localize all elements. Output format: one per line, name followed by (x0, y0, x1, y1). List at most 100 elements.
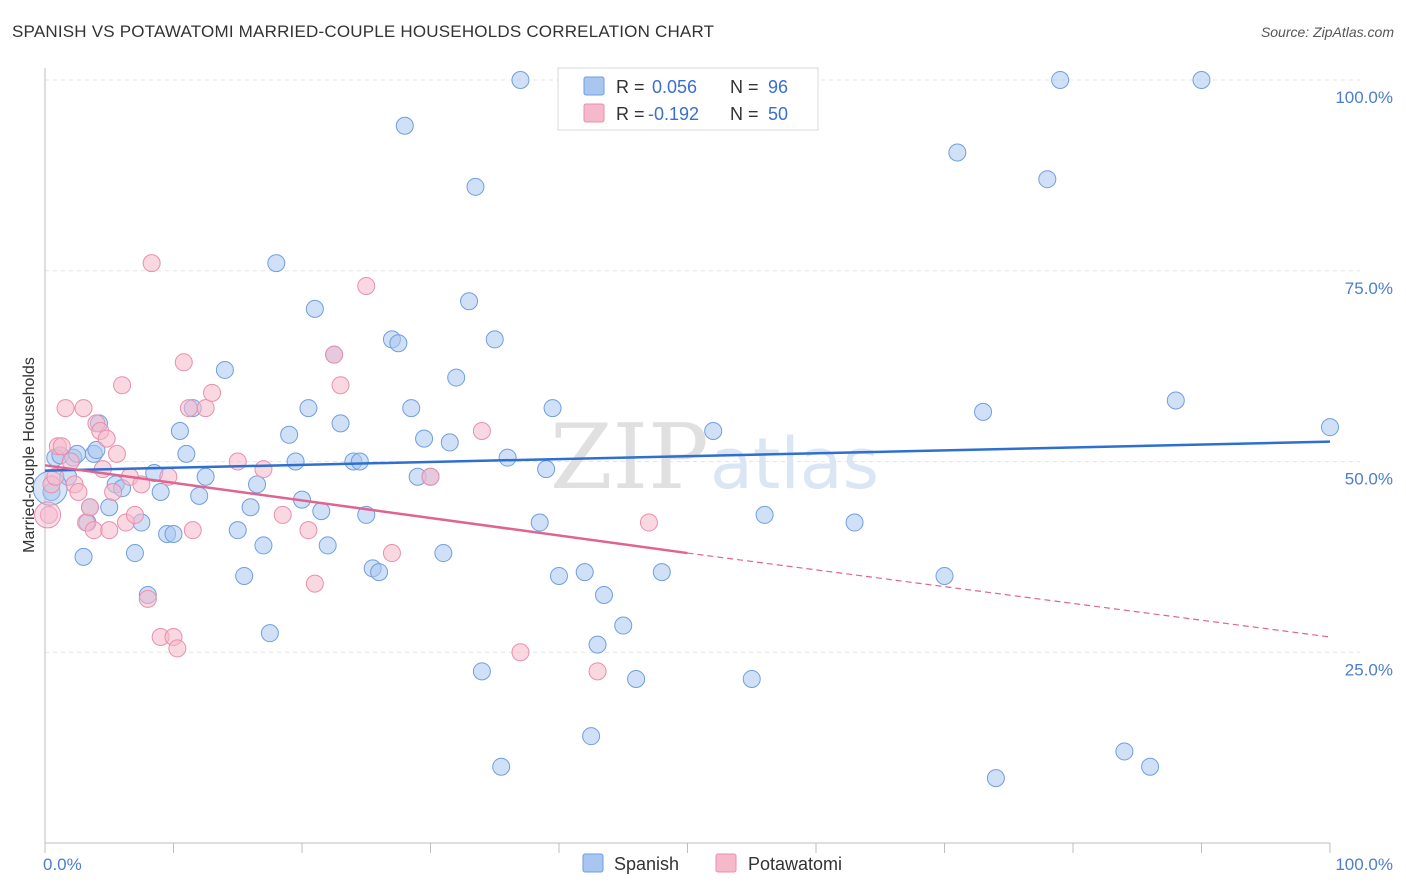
x-tick-label: 0.0% (43, 855, 82, 874)
spanish-point (267, 254, 286, 273)
trend-lines (44, 440, 1331, 638)
spanish-point (466, 177, 485, 196)
spanish-point (1192, 71, 1211, 89)
legend-n-label: N = (730, 77, 759, 97)
potawatomi-point (588, 662, 607, 681)
spanish-point (331, 414, 350, 433)
y-tick-label: 100.0% (1335, 88, 1393, 107)
potawatomi-point (84, 521, 103, 540)
spanish-point (318, 536, 337, 555)
potawatomi-point (80, 498, 99, 517)
potawatomi-point (125, 505, 144, 524)
spanish-point (986, 769, 1005, 788)
spanish-point (402, 399, 421, 418)
spanish-point (472, 662, 491, 681)
legend-r-value-potawatomi: -0.192 (648, 104, 699, 124)
bottom-legend-label-potawatomi: Potawatomi (748, 854, 842, 874)
spanish-point (492, 757, 511, 776)
spanish-point (164, 524, 183, 543)
potawatomi-point (69, 483, 88, 502)
potawatomi-point (472, 421, 491, 440)
spanish-point (948, 143, 967, 162)
spanish-point (260, 624, 279, 643)
potawatomi-point (305, 574, 324, 593)
spanish-point (440, 433, 459, 452)
spanish-point (530, 513, 549, 532)
legend-swatch-spanish (583, 76, 605, 96)
spanish-point (588, 635, 607, 654)
potawatomi-point (100, 521, 119, 540)
potawatomi-point (639, 513, 658, 532)
potawatomi-point (421, 467, 440, 486)
spanish-point (1038, 170, 1057, 189)
spanish-point (1051, 71, 1070, 89)
legend-r-label: R = (616, 77, 645, 97)
y-axis-title: Married-couple Households (21, 357, 38, 553)
spanish-point (125, 544, 144, 563)
chart-title: SPANISH VS POTAWATOMI MARRIED-COUPLE HOU… (12, 22, 715, 41)
spanish-point (228, 521, 247, 540)
tick-labels: 100.0% 75.0% 50.0% 25.0% 0.0% 100.0% (43, 88, 1393, 874)
potawatomi-point (325, 345, 344, 364)
spanish-point (582, 727, 601, 746)
spanish-point (151, 483, 170, 502)
potawatomi-point (331, 376, 350, 395)
potawatomi-point (56, 399, 75, 418)
spanish-point (627, 669, 646, 688)
potawatomi-point (174, 353, 193, 372)
spanish-point (614, 616, 633, 635)
bottom-legend-swatch-spanish (582, 853, 604, 873)
potawatomi-trend-line (44, 464, 688, 555)
potawatomi-point (138, 589, 157, 608)
spanish-point (235, 566, 254, 585)
legend-r-value-spanish: 0.056 (652, 77, 697, 97)
spanish-point (1141, 757, 1160, 776)
potawatomi-point (183, 521, 202, 540)
potawatomi-point (97, 429, 116, 448)
spanish-point (498, 448, 517, 467)
grid (45, 79, 1360, 653)
legend-n-value-spanish: 96 (768, 77, 788, 97)
spanish-point (1115, 742, 1134, 761)
potawatomi-point (511, 643, 530, 662)
spanish-point (196, 467, 215, 486)
spanish-point (215, 360, 234, 379)
potawatomi-point (382, 544, 401, 563)
legend-n-value-potawatomi: 50 (768, 104, 788, 124)
potawatomi-point (196, 399, 215, 418)
spanish-point (254, 536, 273, 555)
spanish-point (543, 399, 562, 418)
spanish-point (447, 368, 466, 387)
spanish-point (241, 498, 260, 517)
potawatomi-point (203, 383, 222, 402)
axes (44, 68, 1331, 853)
source-label: Source: ZipAtlas.com (1260, 24, 1394, 40)
spanish-point (1321, 418, 1339, 437)
spanish-point (935, 566, 954, 585)
legend-swatch-potawatomi (583, 103, 605, 123)
watermark-atlas: atlas (710, 423, 879, 505)
potawatomi-point (357, 277, 376, 296)
spanish-point (1166, 391, 1185, 410)
y-tick-label: 50.0% (1345, 470, 1393, 489)
spanish-point (100, 498, 119, 517)
spanish-point (370, 563, 389, 582)
y-tick-label: 75.0% (1345, 279, 1393, 298)
spanish-point (974, 402, 993, 421)
potawatomi-trend-line-dashed (687, 552, 1331, 638)
spanish-point (190, 486, 209, 505)
bottom-legend-label-spanish: Spanish (614, 854, 679, 874)
spanish-point (280, 425, 299, 444)
potawatomi-point (179, 399, 198, 418)
potawatomi-point (39, 505, 58, 524)
spanish-point (575, 563, 594, 582)
spanish-point (312, 502, 331, 521)
potawatomi-point (113, 376, 132, 395)
bottom-legend-swatch-potawatomi (715, 853, 737, 873)
spanish-point (350, 452, 369, 471)
potawatomi-point (273, 505, 292, 524)
potawatomi-point (34, 501, 62, 529)
spanish-point (74, 547, 93, 566)
spanish-point (415, 429, 434, 448)
